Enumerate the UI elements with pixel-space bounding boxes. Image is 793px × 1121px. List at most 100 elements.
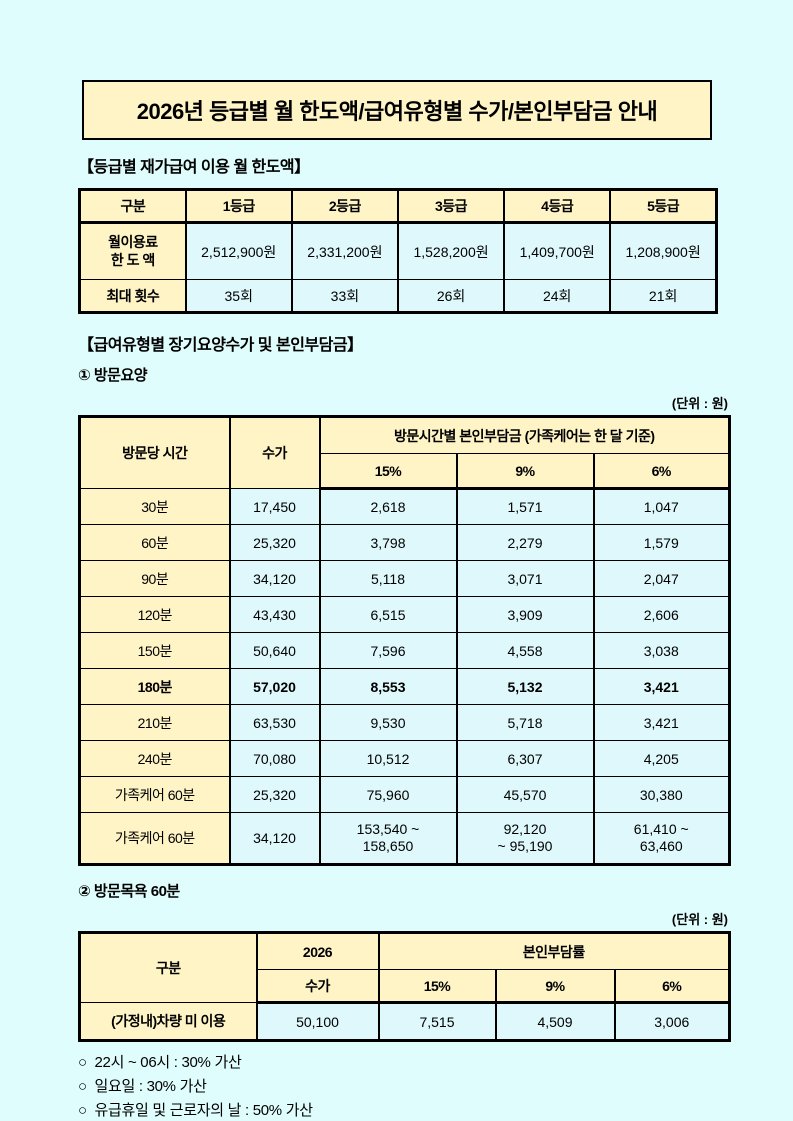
table-subheader-row: 15% 9% 6% — [80, 453, 731, 490]
max-count-grade3: 26회 — [396, 279, 506, 313]
visit-care-table: 방문당 시간 수가 방문시간별 본인부담금 (가족케어는 한 달 기준) 15%… — [78, 415, 731, 866]
table-row-60min: 60분 25,320 3,798 2,279 1,579 — [78, 524, 731, 561]
fee-limit-grade3: 1,528,200원 — [396, 222, 506, 280]
copay-6: 1,579 — [592, 524, 731, 561]
copay-6: 30,380 — [592, 776, 731, 813]
row-label: 가족케어 60분 — [78, 776, 231, 813]
document-content: 2026년 등급별 월 한도액/급여유형별 수가/본인부담금 안내 【등급별 재… — [78, 80, 732, 1121]
fee-value: 50,640 — [228, 632, 321, 669]
table-row-no-vehicle: (가정내)차량 미 이용 50,100 7,515 4,509 3,006 — [78, 1002, 731, 1041]
table-subheader-row: 수가 15% 9% 6% — [80, 969, 731, 1004]
unit-label-2: (단위 : 원) — [671, 912, 728, 927]
copay-9: 4,558 — [455, 632, 595, 669]
table-header-row: 구분 1등급 2등급 3등급 4등급 5등급 — [78, 189, 718, 224]
copay-6: 61,410 ~ 63,460 — [592, 812, 731, 865]
max-count-grade5: 21회 — [609, 279, 718, 313]
fee-value: 34,120 — [228, 812, 321, 865]
section-heading-monthly-limit: 【등급별 재가급여 이용 월 한도액】 — [78, 159, 310, 176]
row-label-monthly-fee-limit: 월이용료 한 도 액 — [78, 222, 187, 280]
fee-limit-grade5: 1,208,900원 — [609, 222, 718, 280]
fee-value: 25,320 — [228, 776, 321, 813]
fee-value: 63,530 — [228, 704, 321, 741]
monthly-limit-table: 구분 1등급 2등급 3등급 4등급 5등급 월이용료 한 도 액 2,512,… — [78, 188, 718, 314]
section-heading-care-fee: 【급여유형별 장기요양수가 및 본인부담금】 — [78, 337, 363, 354]
table-row-family-care-60min-a: 가족케어 60분 25,320 75,960 45,570 30,380 — [78, 776, 731, 813]
copay-9: 45,570 — [455, 776, 595, 813]
column-header-visit-time: 방문당 시간 — [78, 416, 231, 489]
note-holiday-surcharge: ○ 유급휴일 및 근로자의 날 : 50% 가산 — [78, 1102, 313, 1119]
column-header-rate-group: 본인부담률 — [377, 932, 731, 970]
row-label: 240분 — [78, 740, 231, 777]
max-count-grade2: 33회 — [290, 279, 399, 313]
table-row-30min: 30분 17,450 2,618 1,571 1,047 — [78, 488, 731, 525]
column-header-grade2: 2등급 — [290, 189, 399, 224]
table-header-row: 구분 2026 본인부담률 — [78, 932, 731, 1003]
max-count-grade1: 35회 — [184, 279, 293, 313]
document-title: 2026년 등급별 월 한도액/급여유형별 수가/본인부담금 안내 — [136, 99, 658, 124]
copay-6: 2,606 — [592, 596, 731, 633]
row-label-max-count: 최대 횟수 — [78, 279, 187, 313]
column-header-year: 2026 — [255, 932, 380, 970]
copay-15: 6,515 — [318, 596, 458, 633]
copay-9: 2,279 — [455, 524, 595, 561]
column-header-rate-9: 9% — [494, 969, 616, 1004]
note-sunday-surcharge: ○ 일요일 : 30% 가산 — [78, 1078, 207, 1095]
fee-limit-grade2: 2,331,200원 — [290, 222, 399, 280]
bath-care-table: 구분 2026 본인부담률 수가 15% 9% 6% (가정내)차량 미 이용 … — [78, 931, 732, 1042]
copay-15: 153,540 ~ 158,650 — [318, 812, 458, 865]
fee-value: 43,430 — [228, 596, 321, 633]
column-header-rate-9: 9% — [455, 453, 595, 490]
copay-15: 2,618 — [318, 488, 458, 525]
copay-15: 5,118 — [318, 560, 458, 597]
table-row-max-count: 최대 횟수 35회 33회 26회 24회 21회 — [78, 279, 718, 313]
fee-value: 25,320 — [228, 524, 321, 561]
row-label: 30분 — [78, 488, 231, 525]
column-header-fee: 수가 — [255, 969, 380, 1004]
copay-9: 3,071 — [455, 560, 595, 597]
table-row-monthly-fee-limit: 월이용료 한 도 액 2,512,900원 2,331,200원 1,528,2… — [78, 222, 718, 280]
row-label: 120분 — [78, 596, 231, 633]
sub-heading-visit-care: ① 방문요양 — [78, 367, 148, 384]
column-header-category: 구분 — [78, 932, 258, 1003]
copay-6: 2,047 — [592, 560, 731, 597]
column-header-copay-group: 방문시간별 본인부담금 (가족케어는 한 달 기준) — [318, 416, 731, 454]
copay-9: 3,909 — [455, 596, 595, 633]
column-header-category: 구분 — [78, 189, 187, 224]
table-row-family-care-60min-b: 가족케어 60분 34,120 153,540 ~ 158,650 92,120… — [78, 812, 731, 865]
row-label: 가족케어 60분 — [78, 812, 231, 865]
copay-15: 75,960 — [318, 776, 458, 813]
column-header-grade5: 5등급 — [609, 189, 718, 224]
table-row-180min: 180분 57,020 8,553 5,132 3,421 — [78, 668, 731, 705]
column-header-grade4: 4등급 — [503, 189, 612, 224]
copay-15: 7,515 — [377, 1002, 497, 1041]
column-header-fee: 수가 — [228, 416, 321, 489]
document-title-box: 2026년 등급별 월 한도액/급여유형별 수가/본인부담금 안내 — [82, 80, 712, 140]
max-count-grade4: 24회 — [503, 279, 612, 313]
fee-limit-grade1: 2,512,900원 — [184, 222, 293, 280]
table-header-row: 방문당 시간 수가 방문시간별 본인부담금 (가족케어는 한 달 기준) — [78, 416, 731, 489]
copay-9: 5,132 — [455, 668, 595, 705]
fee-value: 50,100 — [255, 1002, 380, 1041]
column-header-rate-6: 6% — [592, 453, 731, 490]
column-header-grade1: 1등급 — [184, 189, 293, 224]
table-row-150min: 150분 50,640 7,596 4,558 3,038 — [78, 632, 731, 669]
row-label-no-vehicle: (가정내)차량 미 이용 — [78, 1002, 258, 1041]
copay-6: 1,047 — [592, 488, 731, 525]
row-label: 60분 — [78, 524, 231, 561]
copay-6: 3,038 — [592, 632, 731, 669]
copay-6: 4,205 — [592, 740, 731, 777]
copay-15: 3,798 — [318, 524, 458, 561]
row-label: 150분 — [78, 632, 231, 669]
fee-value: 57,020 — [228, 668, 321, 705]
copay-15: 9,530 — [318, 704, 458, 741]
copay-9: 92,120 ~ 95,190 — [455, 812, 595, 865]
column-header-rate-15: 15% — [377, 969, 497, 1004]
copay-6: 3,421 — [592, 668, 731, 705]
copay-9: 4,509 — [494, 1002, 616, 1041]
fee-value: 17,450 — [228, 488, 321, 525]
copay-6: 3,006 — [613, 1002, 731, 1041]
copay-15: 10,512 — [318, 740, 458, 777]
copay-9: 5,718 — [455, 704, 595, 741]
fee-value: 70,080 — [228, 740, 321, 777]
